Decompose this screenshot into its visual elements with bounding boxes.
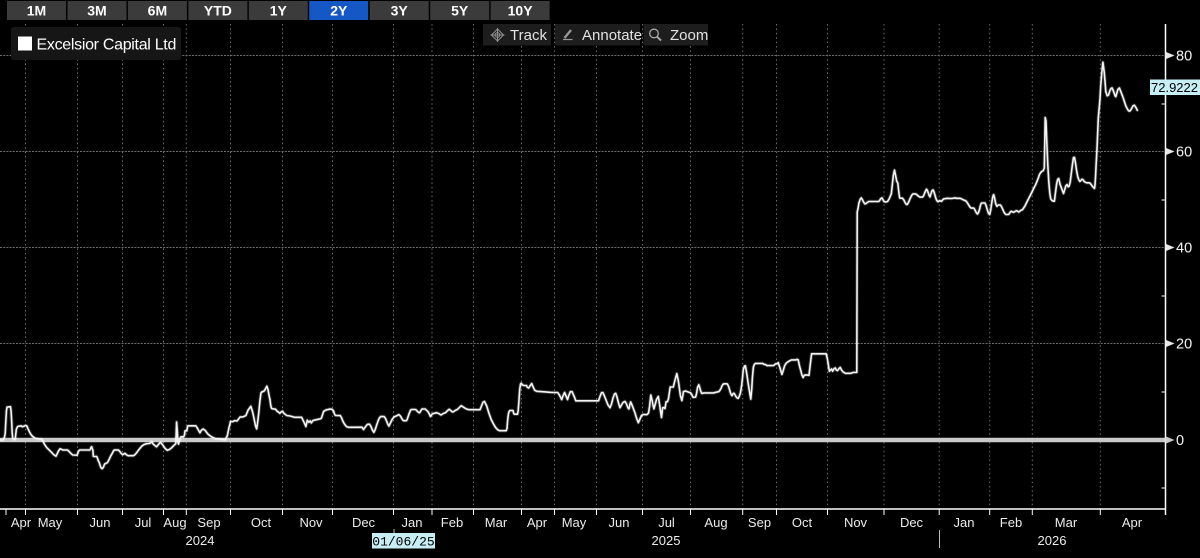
svg-text:2Y: 2Y xyxy=(330,3,348,19)
svg-text:20: 20 xyxy=(1176,337,1192,353)
svg-text:Jul: Jul xyxy=(135,515,152,530)
svg-text:Mar: Mar xyxy=(485,515,508,530)
svg-text:Feb: Feb xyxy=(1000,515,1022,530)
svg-text:6M: 6M xyxy=(148,3,167,19)
svg-text:72.9222: 72.9222 xyxy=(1151,80,1198,95)
svg-text:40: 40 xyxy=(1176,241,1192,257)
svg-text:Jan: Jan xyxy=(954,515,975,530)
svg-text:Sep: Sep xyxy=(197,515,220,530)
svg-text:Apr: Apr xyxy=(1122,515,1143,530)
svg-text:1M: 1M xyxy=(27,3,46,19)
svg-text:YTD: YTD xyxy=(204,3,232,19)
svg-text:Apr: Apr xyxy=(11,515,32,530)
svg-text:May: May xyxy=(38,515,63,530)
svg-text:Jul: Jul xyxy=(658,515,675,530)
svg-text:Jun: Jun xyxy=(609,515,630,530)
svg-text:Annotate: Annotate xyxy=(582,27,642,44)
svg-text:1Y: 1Y xyxy=(270,3,288,19)
svg-text:5Y: 5Y xyxy=(451,3,469,19)
svg-text:Jun: Jun xyxy=(90,515,111,530)
svg-text:Nov: Nov xyxy=(299,515,323,530)
svg-text:Aug: Aug xyxy=(163,515,186,530)
svg-text:2025: 2025 xyxy=(652,533,681,548)
svg-text:Feb: Feb xyxy=(441,515,463,530)
svg-text:Apr: Apr xyxy=(527,515,548,530)
svg-text:0: 0 xyxy=(1176,433,1184,449)
svg-text:10Y: 10Y xyxy=(508,3,534,19)
svg-text:80: 80 xyxy=(1176,49,1192,65)
svg-text:Dec: Dec xyxy=(900,515,924,530)
svg-text:Nov: Nov xyxy=(844,515,868,530)
svg-text:Jan: Jan xyxy=(402,515,423,530)
svg-text:Oct: Oct xyxy=(251,515,272,530)
svg-text:Dec: Dec xyxy=(352,515,376,530)
svg-text:Zoom: Zoom xyxy=(670,27,708,44)
svg-text:01/06/25: 01/06/25 xyxy=(372,535,434,550)
svg-text:2026: 2026 xyxy=(1038,533,1067,548)
svg-text:60: 60 xyxy=(1176,145,1192,161)
svg-text:3Y: 3Y xyxy=(391,3,409,19)
svg-text:May: May xyxy=(562,515,587,530)
svg-text:Oct: Oct xyxy=(792,515,813,530)
svg-text:2024: 2024 xyxy=(186,533,215,548)
svg-text:Excelsior Capital Ltd: Excelsior Capital Ltd xyxy=(37,37,177,54)
svg-text:Sep: Sep xyxy=(748,515,771,530)
svg-text:Mar: Mar xyxy=(1055,515,1078,530)
svg-text:3M: 3M xyxy=(87,3,106,19)
svg-text:Aug: Aug xyxy=(704,515,727,530)
svg-text:Track: Track xyxy=(510,27,547,44)
